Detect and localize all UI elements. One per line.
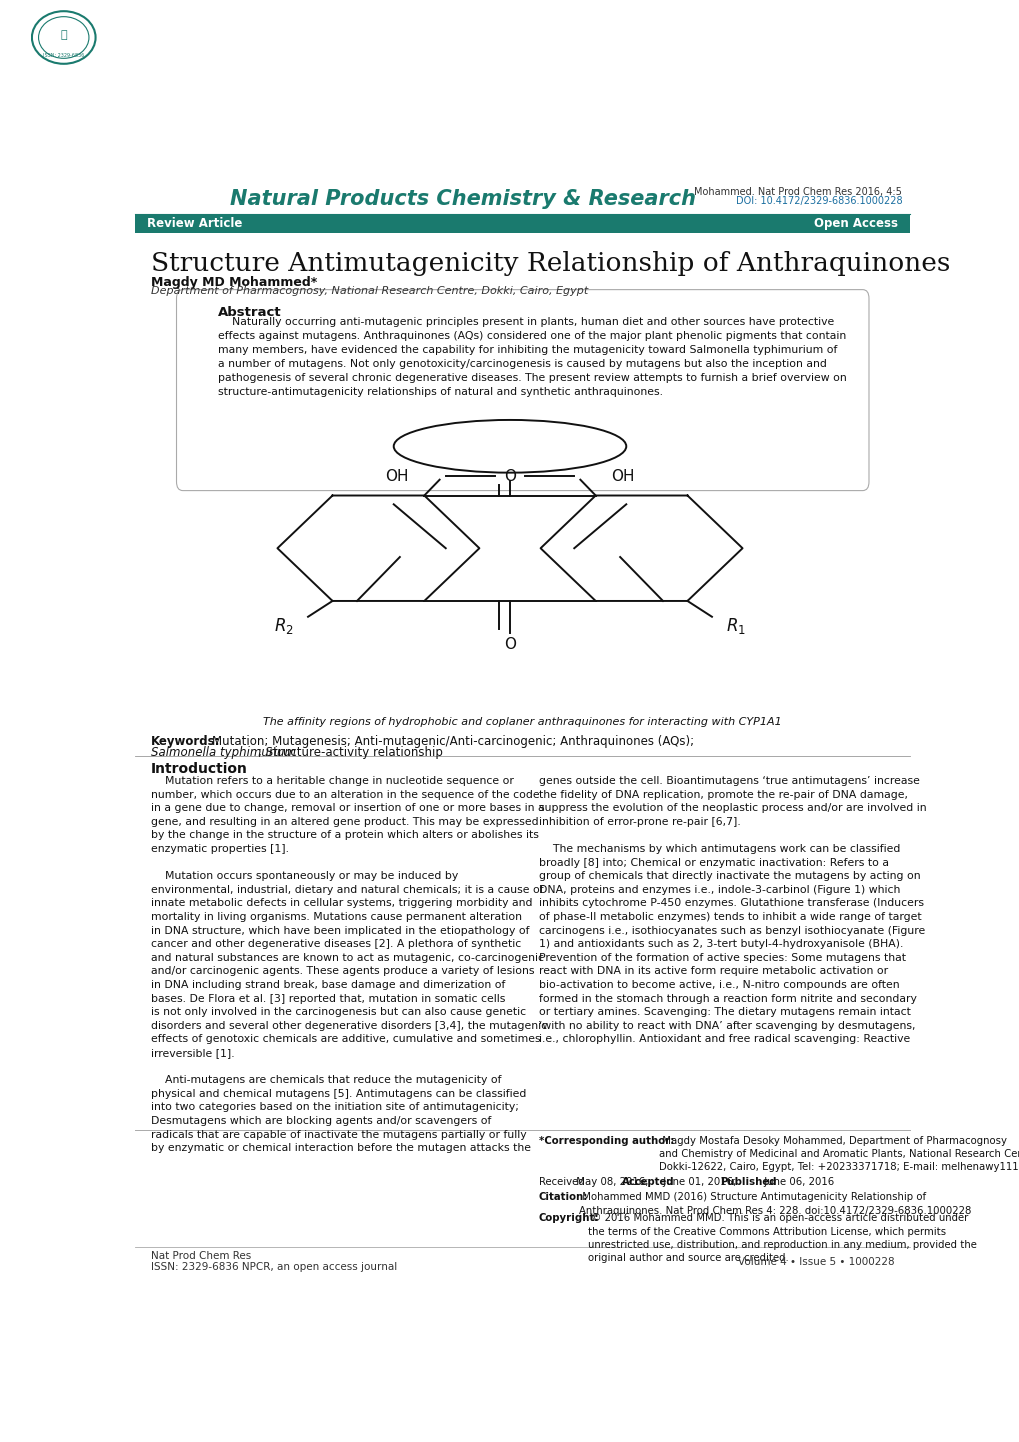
Text: Accepted: Accepted xyxy=(622,1177,675,1187)
Text: Mutation; Mutagenesis; Anti-mutagenic/Anti-carcinogenic; Anthraquinones (AQs);: Mutation; Mutagenesis; Anti-mutagenic/An… xyxy=(212,735,694,748)
Text: May 08, 2016;: May 08, 2016; xyxy=(573,1177,651,1187)
Text: Keywords:: Keywords: xyxy=(151,735,220,748)
Text: Open Access: Open Access xyxy=(813,218,898,231)
Text: Magdy Mostafa Desoky Mohammed, Department of Pharmacognosy
and Chemistry of Medi: Magdy Mostafa Desoky Mohammed, Departmen… xyxy=(658,1136,1019,1172)
Text: Department of Pharmacognosy, National Research Centre, Dokki, Cairo, Egypt: Department of Pharmacognosy, National Re… xyxy=(151,287,588,296)
Text: $R_2$: $R_2$ xyxy=(273,616,293,636)
Text: ; Structure-activity relationship: ; Structure-activity relationship xyxy=(258,746,442,758)
FancyBboxPatch shape xyxy=(176,290,868,490)
Text: Mohammed MMD (2016) Structure Antimutagenicity Relationship of
Anthraquinones. N: Mohammed MMD (2016) Structure Antimutage… xyxy=(579,1193,970,1216)
Text: O: O xyxy=(503,637,516,652)
Text: The affinity regions of hydrophobic and coplaner anthraquinones for interacting : The affinity regions of hydrophobic and … xyxy=(263,717,782,727)
Text: Salmonella typhimurium: Salmonella typhimurium xyxy=(151,746,296,758)
Text: $R_1$: $R_1$ xyxy=(726,616,746,636)
Text: Natural Products Chemistry & Research: Natural Products Chemistry & Research xyxy=(230,189,696,209)
Text: © 2016 Mohammed MMD. This is an open-access article distributed under
the terms : © 2016 Mohammed MMD. This is an open-acc… xyxy=(587,1213,975,1263)
Text: genes outside the cell. Bioantimutagens ‘true antimutagens’ increase
the fidelit: genes outside the cell. Bioantimutagens … xyxy=(538,776,925,1044)
Text: 🧪: 🧪 xyxy=(60,30,67,40)
Text: O: O xyxy=(503,469,516,483)
Text: Citation:: Citation: xyxy=(538,1193,587,1203)
Text: Introduction: Introduction xyxy=(151,761,248,776)
Text: Mohammed. Nat Prod Chem Res 2016, 4:5: Mohammed. Nat Prod Chem Res 2016, 4:5 xyxy=(694,187,902,198)
Text: Naturally occurring anti-mutagenic principles present in plants, human diet and : Naturally occurring anti-mutagenic princ… xyxy=(218,317,847,398)
Text: *Corresponding author:: *Corresponding author: xyxy=(538,1136,674,1146)
Text: Copyright:: Copyright: xyxy=(538,1213,598,1223)
Text: Abstract: Abstract xyxy=(218,306,282,319)
Text: OH: OH xyxy=(610,469,635,483)
FancyBboxPatch shape xyxy=(136,213,909,234)
Text: OH: OH xyxy=(384,469,409,483)
Text: DOI: 10.4172/2329-6836.1000228: DOI: 10.4172/2329-6836.1000228 xyxy=(735,196,902,206)
Text: June 01, 2016;: June 01, 2016; xyxy=(659,1177,739,1187)
Text: Mutation refers to a heritable change in nucleotide sequence or
number, which oc: Mutation refers to a heritable change in… xyxy=(151,776,547,1154)
Text: Review Article: Review Article xyxy=(147,218,243,231)
Text: Nat Prod Chem Res: Nat Prod Chem Res xyxy=(151,1252,252,1262)
Text: Structure Antimutagenicity Relationship of Anthraquinones: Structure Antimutagenicity Relationship … xyxy=(151,251,950,275)
Text: Published: Published xyxy=(719,1177,776,1187)
Text: ISSN: 2329-6836: ISSN: 2329-6836 xyxy=(43,52,85,58)
Text: ISSN: 2329-6836 NPCR, an open access journal: ISSN: 2329-6836 NPCR, an open access jou… xyxy=(151,1262,397,1272)
Text: Received: Received xyxy=(538,1177,584,1187)
Text: June 06, 2016: June 06, 2016 xyxy=(761,1177,834,1187)
Text: Volume 4 • Issue 5 • 1000228: Volume 4 • Issue 5 • 1000228 xyxy=(737,1257,894,1266)
Text: Magdy MD Mohammed*: Magdy MD Mohammed* xyxy=(151,277,317,290)
